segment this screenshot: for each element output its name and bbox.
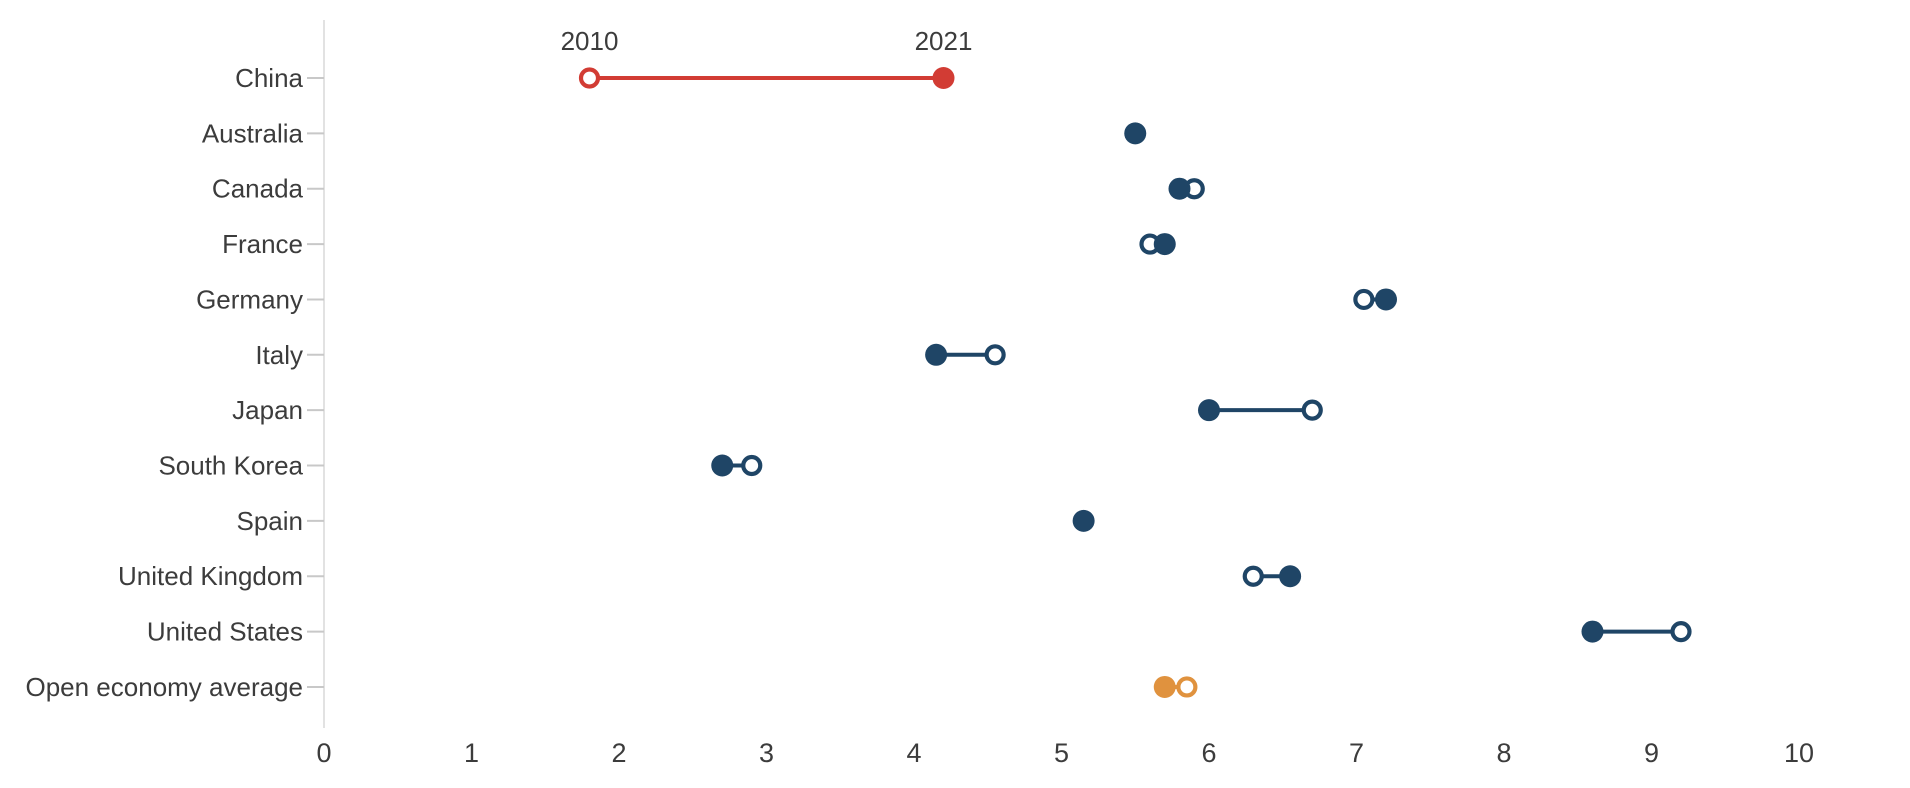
dumbbell-row: Canada (212, 174, 1205, 204)
dumbbell-row: France (222, 229, 1176, 259)
dot-2010[interactable] (578, 67, 601, 89)
dot-2021[interactable] (1153, 233, 1176, 256)
x-axis-tick-label: 8 (1496, 738, 1511, 768)
year-label-2010: 2010 (561, 26, 619, 56)
x-axis-tick-label: 3 (759, 738, 774, 768)
x-axis-tick-label: 1 (464, 738, 479, 768)
dumbbell-row: Germany (196, 284, 1397, 314)
dot-2021[interactable] (1198, 399, 1220, 422)
dumbbell-row: Italy (255, 340, 1006, 370)
dot-2021[interactable] (1168, 177, 1191, 200)
dot-2021[interactable] (1153, 675, 1176, 698)
dumbbell-row: China (235, 63, 955, 93)
plot-area: China Australia Canada France Germany Italy Ja… (25, 63, 1692, 702)
dot-2010[interactable] (984, 344, 1006, 366)
dumbbell-row: Australia (202, 118, 1147, 148)
category-label: China (235, 63, 303, 93)
dumbbell-row: United States (147, 617, 1692, 647)
dot-2021[interactable] (1375, 288, 1397, 311)
dot-2021[interactable] (1279, 565, 1302, 588)
dot-2021[interactable] (1072, 509, 1095, 532)
category-label: Italy (255, 340, 303, 370)
dot-2010[interactable] (741, 454, 763, 477)
category-label: United Kingdom (118, 561, 303, 591)
year-label-2021: 2021 (915, 26, 973, 56)
dot-2010[interactable] (1176, 676, 1198, 698)
x-axis-tick-label: 4 (906, 738, 921, 768)
dot-2021[interactable] (711, 454, 734, 477)
category-label: South Korea (158, 451, 303, 481)
x-axis-tick-label: 10 (1784, 738, 1814, 768)
dot-2010[interactable] (1301, 399, 1323, 421)
dumbbell-row: United Kingdom (118, 561, 1302, 591)
x-axis-tick-label: 2 (611, 738, 626, 768)
x-axis-tick-label: 9 (1644, 738, 1659, 768)
category-label: Open economy average (25, 672, 303, 702)
dot-2021[interactable] (932, 67, 955, 89)
x-axis-tick-label: 5 (1054, 738, 1069, 768)
dumbbell-row: Open economy average (25, 672, 1198, 702)
dot-2021[interactable] (1581, 620, 1604, 643)
x-axis-tick-label: 7 (1349, 738, 1364, 768)
category-label: Japan (232, 395, 303, 425)
dot-2021[interactable] (925, 343, 948, 366)
dumbbell-row: Spain (237, 506, 1095, 536)
x-axis-tick-label: 0 (316, 738, 331, 768)
dot-2010[interactable] (1353, 288, 1375, 311)
dot-2021[interactable] (1124, 122, 1147, 145)
category-label: France (222, 229, 303, 259)
dumbbell-row: Japan (232, 395, 1323, 425)
dot-2010[interactable] (1242, 565, 1264, 587)
dumbbell-row: South Korea (158, 451, 763, 481)
category-label: Spain (237, 506, 304, 536)
category-label: Germany (196, 284, 303, 314)
x-axis-tick-label: 6 (1201, 738, 1216, 768)
category-label: United States (147, 617, 303, 647)
category-label: Canada (212, 174, 304, 204)
category-label: Australia (202, 118, 304, 148)
dot-2010[interactable] (1670, 620, 1692, 643)
